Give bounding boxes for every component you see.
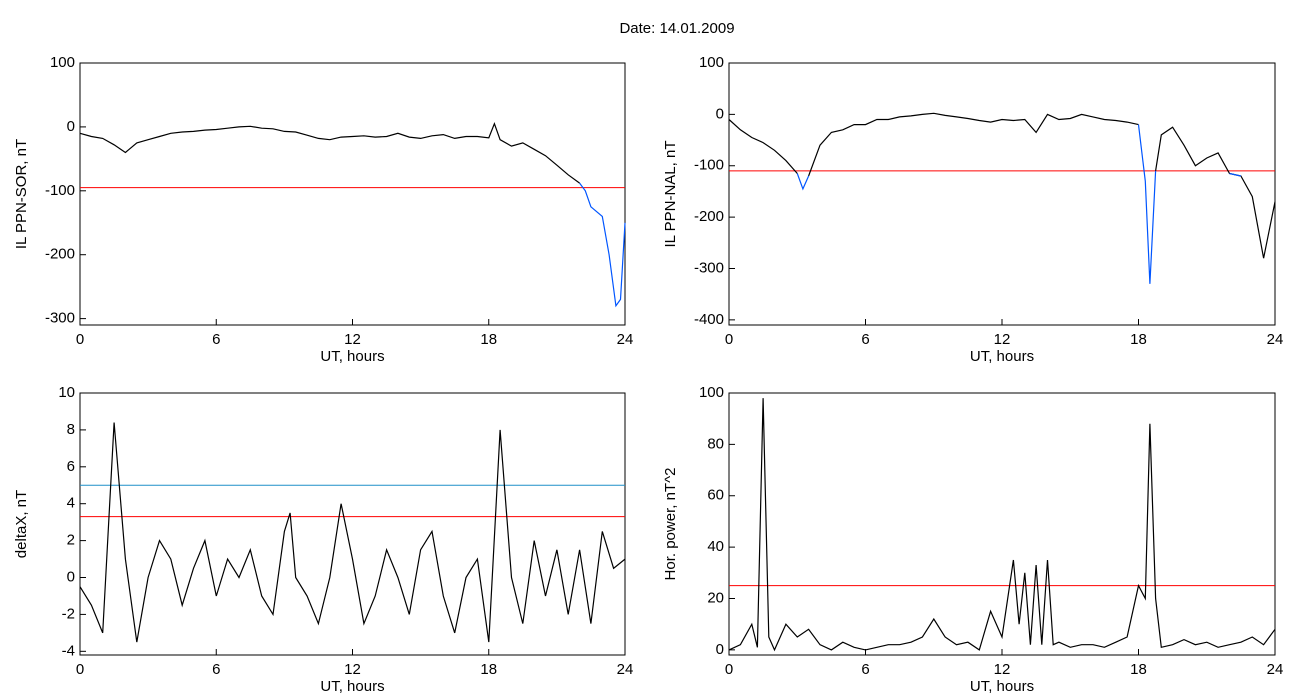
y-tick-label: 8 (67, 421, 75, 438)
y-tick-label: 0 (716, 641, 724, 658)
y-tick-label: -200 (45, 246, 75, 263)
y-tick-label: 100 (50, 54, 75, 71)
y-axis-label: Hor. power, nT^2 (662, 468, 679, 581)
x-tick-label: 24 (1267, 661, 1284, 678)
y-tick-label: 60 (707, 487, 724, 504)
figure-title: Date: 14.01.2009 (619, 20, 734, 37)
y-tick-label: 10 (58, 384, 75, 401)
x-tick-label: 0 (725, 331, 733, 348)
x-tick-label: 6 (212, 661, 220, 678)
x-tick-label: 12 (994, 661, 1011, 678)
x-axis-label: UT, hours (970, 678, 1034, 695)
y-tick-label: 0 (716, 105, 724, 122)
data-line (728, 398, 1276, 652)
y-tick-label: 100 (699, 384, 724, 401)
data-line (728, 112, 1276, 259)
x-tick-label: 24 (1267, 331, 1284, 348)
y-axis-label: IL PPN-SOR, nT (13, 139, 30, 249)
x-tick-label: 12 (344, 661, 361, 678)
data-line (796, 124, 1242, 284)
plot-frame (728, 392, 1276, 656)
x-tick-label: 12 (344, 331, 361, 348)
plot-frame (728, 62, 1276, 326)
y-tick-label: 20 (707, 589, 724, 606)
y-tick-label: -100 (45, 182, 75, 199)
x-tick-label: 12 (994, 331, 1011, 348)
x-tick-label: 0 (76, 331, 84, 348)
x-axis-label: UT, hours (970, 348, 1034, 365)
x-tick-label: 0 (76, 661, 84, 678)
y-tick-label: 6 (67, 458, 75, 475)
y-tick-label: 2 (67, 532, 75, 549)
data-line (79, 422, 626, 643)
x-tick-label: 18 (1130, 331, 1147, 348)
x-tick-label: 0 (725, 661, 733, 678)
y-axis-label: IL PPN-NAL, nT (662, 141, 679, 248)
data-line (579, 182, 626, 308)
y-tick-label: -2 (62, 605, 75, 622)
x-axis-label: UT, hours (320, 678, 384, 695)
x-tick-label: 6 (212, 331, 220, 348)
y-tick-label: 80 (707, 435, 724, 452)
data-line (79, 121, 580, 184)
x-axis-label: UT, hours (320, 348, 384, 365)
x-tick-label: 24 (617, 661, 634, 678)
plot-frame (79, 392, 626, 656)
y-tick-label: -4 (62, 642, 75, 659)
x-tick-label: 24 (617, 331, 634, 348)
y-axis-label: deltaX, nT (13, 490, 30, 558)
y-tick-label: -400 (694, 311, 724, 328)
y-tick-label: -100 (694, 157, 724, 174)
y-tick-label: -300 (694, 259, 724, 276)
x-tick-label: 18 (1130, 661, 1147, 678)
y-tick-label: 100 (699, 54, 724, 71)
x-tick-label: 18 (480, 661, 497, 678)
y-tick-label: -200 (694, 208, 724, 225)
y-tick-label: 4 (67, 495, 75, 512)
y-tick-label: -300 (45, 310, 75, 327)
y-tick-label: 0 (67, 568, 75, 585)
x-tick-label: 6 (861, 661, 869, 678)
y-tick-label: 40 (707, 538, 724, 555)
x-tick-label: 18 (480, 331, 497, 348)
plot-frame (79, 62, 626, 326)
x-tick-label: 6 (861, 331, 869, 348)
y-tick-label: 0 (67, 118, 75, 135)
